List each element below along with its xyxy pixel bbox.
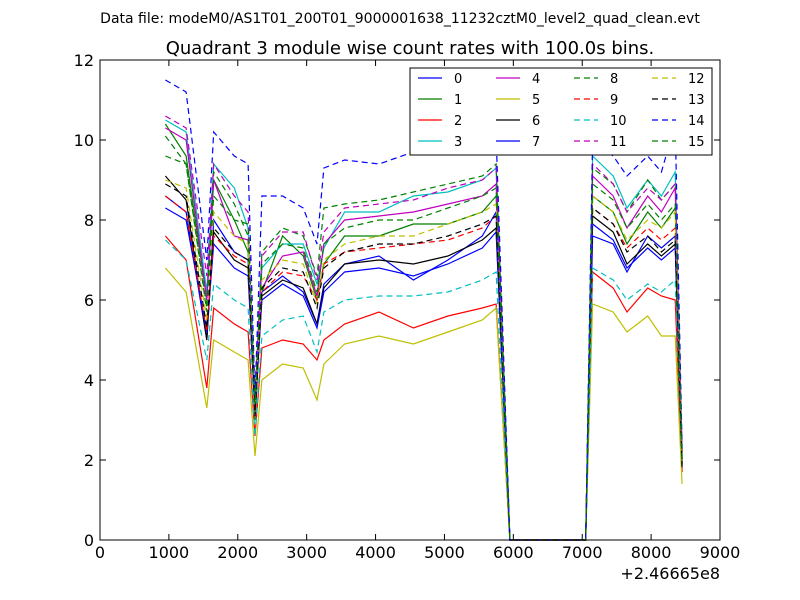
series-line-4 — [165, 127, 683, 541]
x-tick-label: 6000 — [493, 543, 534, 562]
legend-label-1: 1 — [454, 93, 462, 108]
legend-label-14: 14 — [688, 114, 705, 129]
axes: 0 1000 2000 3000 4000 5000 6000 7000 8000 9000 0 2 4… — [74, 51, 741, 562]
series-line-3 — [165, 119, 683, 541]
x-tick-label: 9000 — [700, 543, 741, 562]
y-tick-label: 12 — [74, 51, 94, 70]
series-line-6 — [164, 175, 683, 541]
legend-label-5: 5 — [532, 93, 540, 108]
legend-label-9: 9 — [610, 93, 618, 108]
y-tick-label: 4 — [84, 371, 94, 390]
x-offset-label: +2.46665e8 — [620, 564, 720, 583]
series-line-15 — [165, 155, 683, 541]
legend-label-10: 10 — [610, 114, 627, 129]
y-tick-label: 6 — [84, 291, 94, 310]
series-line-10 — [164, 239, 683, 541]
series-line-12 — [165, 179, 683, 541]
legend-label-0: 0 — [454, 72, 462, 87]
x-tick-label: 3000 — [286, 543, 327, 562]
x-tick-label: 1000 — [149, 543, 190, 562]
legend-label-6: 6 — [532, 114, 540, 129]
plot-area — [164, 79, 683, 541]
x-tick-label: 4000 — [355, 543, 396, 562]
series-line-5 — [164, 267, 683, 541]
legend-label-7: 7 — [532, 135, 540, 150]
y-tick-label: 8 — [84, 211, 94, 230]
legend-box — [409, 67, 713, 156]
x-tick-label: 8000 — [631, 543, 672, 562]
x-tick-label: 0 — [95, 543, 105, 562]
y-tick-label: 2 — [84, 451, 94, 470]
series-line-1 — [164, 123, 683, 541]
series-line-7 — [165, 207, 683, 541]
y-tick-label: 0 — [84, 531, 94, 550]
legend-label-12: 12 — [688, 72, 705, 87]
series-line-0 — [165, 195, 683, 541]
y-tick-label: 10 — [74, 131, 94, 150]
series-line-14 — [165, 79, 683, 541]
series-line-11 — [165, 115, 683, 541]
x-tick-label: 2000 — [217, 543, 258, 562]
series-line-13 — [165, 183, 683, 541]
legend-label-11: 11 — [610, 135, 627, 150]
series-line-2 — [164, 235, 683, 541]
series-line-9 — [165, 195, 683, 541]
legend-label-15: 15 — [688, 135, 705, 150]
legend-label-3: 3 — [454, 135, 462, 150]
x-tick-label: 5000 — [424, 543, 465, 562]
legend-label-8: 8 — [610, 72, 618, 87]
legend-label-13: 13 — [688, 93, 705, 108]
legend-label-2: 2 — [454, 114, 462, 129]
chart-title: Quadrant 3 module wise count rates with … — [166, 38, 655, 59]
legend-label-4: 4 — [532, 72, 540, 87]
series-line-8 — [164, 135, 683, 541]
x-tick-label: 7000 — [562, 543, 603, 562]
chart-suptitle: Data file: modeM0/AS1T01_200T01_90000016… — [100, 11, 700, 27]
